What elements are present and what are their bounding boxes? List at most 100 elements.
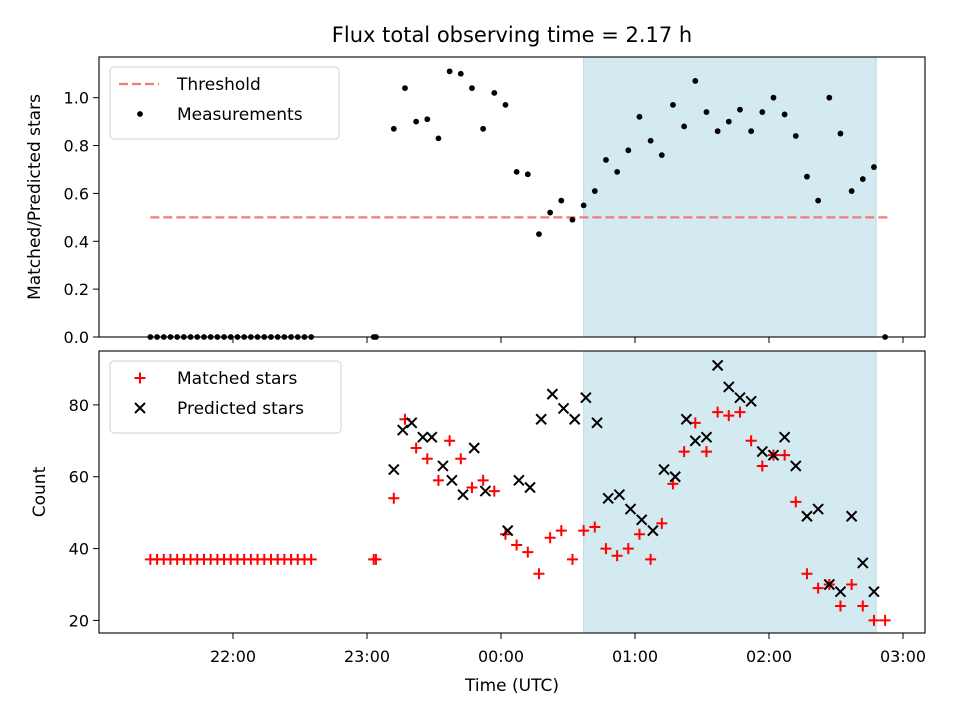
measurement-point xyxy=(424,116,431,123)
measurement-point xyxy=(815,197,822,204)
legend-label: Threshold xyxy=(176,75,261,95)
matched-star-point xyxy=(779,449,791,461)
measurement-point xyxy=(457,70,464,77)
predicted-star-point xyxy=(868,585,880,598)
matched-star-point xyxy=(578,525,590,537)
matched-star-point xyxy=(656,517,668,529)
x-tick-label: 03:00 xyxy=(880,647,926,666)
shaded-interval xyxy=(583,56,877,338)
measurement-point xyxy=(737,106,743,113)
matched-star-point xyxy=(834,600,846,612)
predicted-star-point xyxy=(613,488,626,501)
predicted-star-point xyxy=(845,510,858,522)
predicted-star-point xyxy=(602,492,614,504)
matched-star-point xyxy=(444,435,456,447)
matched-star-point xyxy=(801,568,813,580)
predicted-star-point xyxy=(801,510,813,522)
measurement-point xyxy=(692,78,699,84)
measurement-point xyxy=(469,85,475,92)
matched-star-point xyxy=(589,521,601,533)
predicted-star-point xyxy=(388,463,400,476)
y-tick-label: 0.6 xyxy=(64,184,89,203)
matched-star-point xyxy=(432,474,444,486)
predicted-star-point xyxy=(591,417,603,429)
matched-star-point xyxy=(812,582,824,594)
predicted-star-point xyxy=(745,395,757,408)
matched-star-point xyxy=(511,539,523,551)
legend-marker xyxy=(137,111,143,117)
y-tick-label: 1.0 xyxy=(64,89,89,108)
predicted-star-point xyxy=(513,474,525,487)
measurement-point xyxy=(491,89,498,96)
y-tick-label: 40 xyxy=(69,540,89,559)
predicted-star-point xyxy=(689,435,702,447)
measurement-point xyxy=(390,125,397,132)
predicted-star-point xyxy=(700,431,713,443)
legend-box xyxy=(109,66,340,140)
x-tick-label: 23:00 xyxy=(344,647,390,666)
measurement-point xyxy=(792,133,799,139)
measurement-point xyxy=(725,118,732,125)
measurement-point xyxy=(770,94,777,101)
measurement-point xyxy=(670,101,676,108)
matched-star-point xyxy=(734,406,746,418)
panel-1: 0.0 0.2 0.4 0.6 0.8 1.0 Matched/Predicted star… xyxy=(25,56,926,347)
predicted-star-point xyxy=(501,524,514,537)
x-tick-label: 01:00 xyxy=(612,647,658,666)
matched-star-point xyxy=(544,532,556,544)
matched-star-point xyxy=(388,492,400,504)
measurement-point xyxy=(714,128,721,135)
predicted-star-point xyxy=(468,442,480,454)
x-tick-label: 22:00 xyxy=(210,647,256,666)
y-tick-label: 80 xyxy=(69,396,89,415)
measurement-point xyxy=(591,188,598,194)
y-tick-label: 0.0 xyxy=(64,328,89,347)
legend-label: Matched stars xyxy=(177,369,297,389)
predicted-star-point xyxy=(723,381,735,393)
legend-label: Measurements xyxy=(177,105,303,125)
axis-frame xyxy=(98,350,926,634)
matched-star-point xyxy=(622,543,634,555)
shaded-interval xyxy=(583,350,877,634)
measurement-point xyxy=(681,123,688,130)
predicted-star-point xyxy=(524,481,536,494)
matched-star-point xyxy=(712,406,724,418)
predicted-star-point xyxy=(580,391,592,404)
predicted-star-point xyxy=(457,488,469,501)
matched-star-point xyxy=(555,525,567,537)
measurement-point xyxy=(558,197,565,204)
measurement-point xyxy=(748,128,755,135)
predicted-star-point xyxy=(624,503,637,515)
measurement-point xyxy=(435,135,442,142)
legend-label: Predicted stars xyxy=(177,399,304,419)
predicted-star-point xyxy=(635,514,648,526)
predicted-star-point xyxy=(767,449,780,461)
x-tick-label: 00:00 xyxy=(478,647,524,666)
measurement-point xyxy=(569,216,576,223)
panels: 0.0 0.2 0.4 0.6 0.8 1.0 Matched/Predicted star… xyxy=(25,56,926,666)
predicted-star-point xyxy=(711,359,724,372)
predicted-star-point xyxy=(778,431,791,443)
y-axis-label: Matched/Predicted stars xyxy=(25,94,45,300)
matched-star-point xyxy=(566,553,578,565)
predicted-star-point xyxy=(812,503,824,515)
matched-star-point xyxy=(370,553,382,565)
y-tick-label: 0.8 xyxy=(64,137,89,156)
matched-star-point xyxy=(410,442,422,454)
matched-star-point xyxy=(756,460,768,472)
y-tick-label: 60 xyxy=(69,468,89,487)
measurement-point xyxy=(781,111,788,118)
matched-star-point xyxy=(723,410,735,422)
plot-area xyxy=(144,359,891,626)
matched-star-point xyxy=(421,453,433,465)
predicted-star-point xyxy=(417,431,429,443)
legend-marker xyxy=(134,372,146,384)
predicted-star-point xyxy=(790,460,802,472)
legend: Matched stars Predicted stars xyxy=(109,360,342,434)
measurement-point xyxy=(413,118,420,125)
matched-star-point xyxy=(533,568,545,580)
measurement-point xyxy=(580,202,587,209)
measurement-point xyxy=(536,231,542,237)
predicted-star-point xyxy=(479,485,492,497)
